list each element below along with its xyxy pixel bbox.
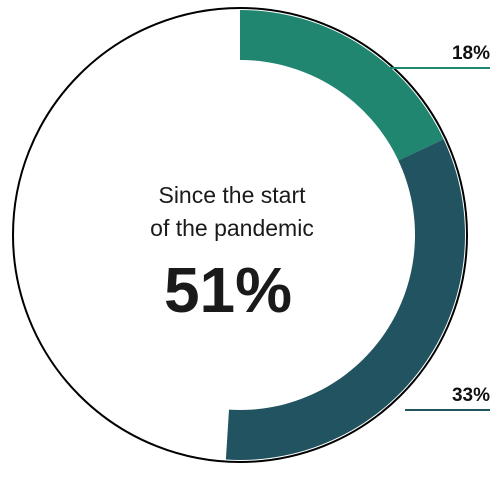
center-caption-line1: Since the start [158,182,306,208]
donut-slice-1 [240,10,444,161]
slice-label-1: 18% [452,43,490,64]
center-value: 51% [164,254,292,326]
donut-slice-2 [225,139,465,461]
donut-ring [12,7,468,463]
callouts: 18% 33% [390,43,490,411]
center-caption-line2: of the pandemic [150,215,314,241]
donut-outline [12,7,468,463]
slice-label-2: 33% [452,385,490,406]
